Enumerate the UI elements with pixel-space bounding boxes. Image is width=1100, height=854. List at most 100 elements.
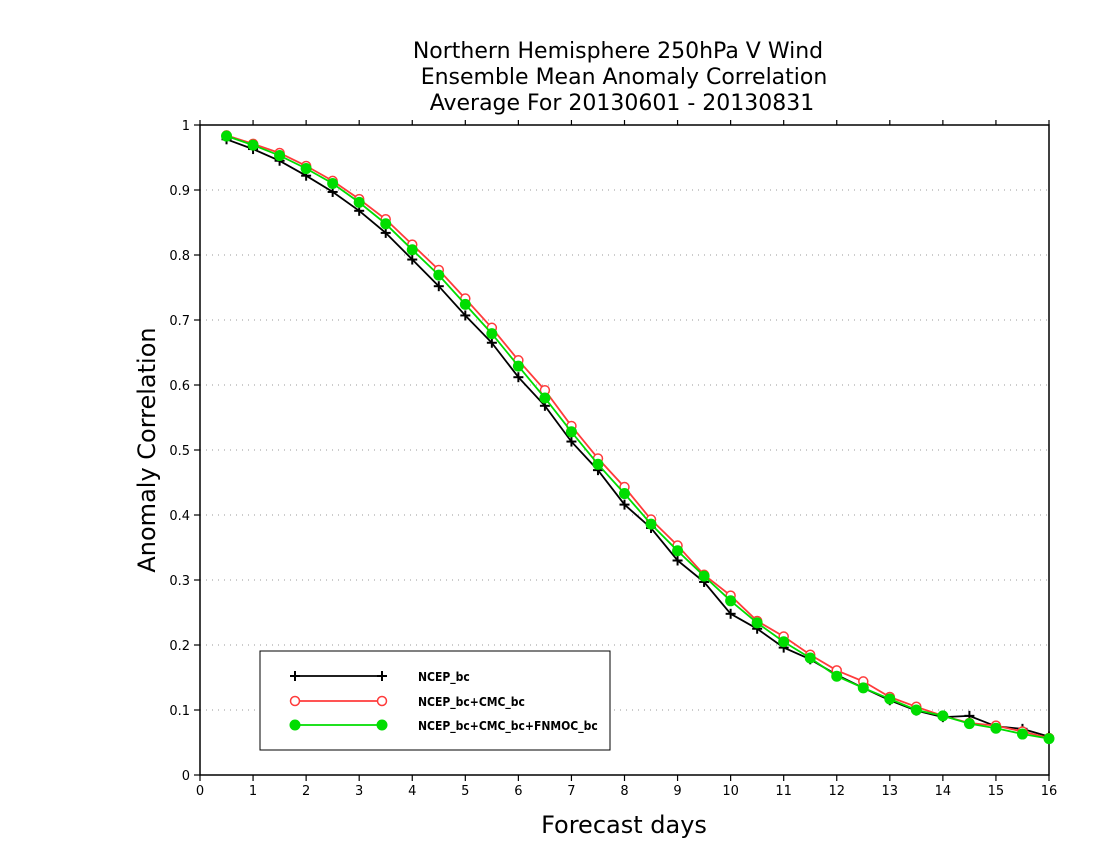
y-tick-label: 1 [182,119,190,134]
x-tick-label: 5 [461,784,469,799]
x-tick-label: 10 [722,784,739,799]
y-tick-label: 0.6 [169,379,190,394]
legend-label: NCEP_bc [418,670,470,685]
data-point [407,254,418,265]
y-tick-label: 0.1 [169,704,190,719]
x-axis: 0 1 2 3 4 5 6 7 8 9 10 11 12 13 14 15 16 [196,120,1057,799]
legend-item: NCEP_bc+CMC_bc [289,695,525,710]
data-point [831,670,843,682]
x-tick-label: 6 [514,784,522,799]
series-layer [221,130,1055,745]
legend-label: NCEP_bc+CMC_bc [418,695,525,710]
data-point [751,617,763,629]
x-tick-label: 1 [249,784,257,799]
legend-marker [376,695,388,707]
series-line [226,134,1050,739]
data-point [566,436,577,447]
y-tick-label: 0.4 [169,509,190,524]
data-point [672,545,684,557]
x-tick-label: 12 [828,784,845,799]
data-point [539,392,551,404]
series-line [226,138,1050,738]
legend-item: NCEP_bc [290,670,470,685]
legend-marker [290,671,300,681]
x-axis-label: Forecast days [541,811,707,839]
x-tick-label: 13 [882,784,899,799]
y-axis-label: Anomaly Correlation [133,327,161,572]
title-line-3: Average For 20130601 - 20130831 [430,91,815,116]
chart-title: Northern Hemisphere 250hPa V Wind Ensemb… [413,39,827,116]
x-tick-label: 15 [988,784,1005,799]
legend-marker [377,671,387,681]
y-tick-label: 0.3 [169,574,190,589]
data-point [1043,733,1055,745]
data-point [486,328,498,340]
data-point [672,555,683,566]
data-point [327,178,339,189]
data-point [459,298,471,310]
data-point [725,608,736,619]
data-point [274,150,286,162]
data-point [1016,728,1028,740]
series-line [226,135,1050,740]
data-point [433,269,445,281]
legend-item: NCEP_bc+CMC_bc+FNMOC_bc [289,719,598,734]
x-tick-label: 16 [1041,784,1058,799]
data-point [513,372,524,383]
data-point [725,595,737,607]
data-point [380,218,392,230]
y-tick-label: 0.7 [169,314,190,329]
data-point [645,518,657,530]
x-tick-label: 14 [935,784,952,799]
x-tick-label: 11 [775,784,792,799]
data-point [460,310,471,321]
legend-label: NCEP_bc+CMC_bc+FNMOC_bc [418,719,598,734]
data-point [221,130,233,142]
data-point [406,244,418,256]
legend-marker [289,695,301,707]
data-point [857,682,869,694]
gridlines [200,189,1049,711]
y-axis: 0 0.1 0.2 0.3 0.4 0.5 0.6 0.7 0.8 0.9 1 [169,119,200,784]
data-point [380,227,391,238]
series-2 [221,130,1055,745]
y-tick-label: 0.8 [169,249,190,264]
legend-marker [376,719,388,731]
data-point [247,139,259,151]
x-tick-label: 8 [620,784,628,799]
data-point [433,281,444,292]
y-tick-label: 0.2 [169,639,190,654]
data-point [884,693,896,705]
x-tick-label: 7 [567,784,575,799]
data-point [619,499,630,510]
data-point [353,196,365,208]
title-line-2: Ensemble Mean Anomaly Correlation [421,65,828,90]
data-point [698,570,710,582]
x-tick-label: 4 [408,784,416,799]
x-tick-label: 2 [302,784,310,799]
data-point [937,710,949,722]
legend-marker [289,719,301,731]
data-point [778,636,790,648]
data-point [300,163,312,175]
data-point [486,337,497,348]
x-tick-label: 9 [673,784,681,799]
title-line-1: Northern Hemisphere 250hPa V Wind [413,39,823,64]
data-point [990,722,1002,734]
data-point [619,488,630,500]
data-point [963,718,975,730]
data-point [512,360,524,372]
data-point [910,704,922,716]
data-point [804,652,816,664]
y-tick-label: 0 [182,769,190,784]
y-tick-label: 0.9 [169,184,190,199]
data-point [592,458,604,470]
x-tick-label: 3 [355,784,363,799]
legend-items: NCEP_bc NCEP_bc+CMC_bc NCEP_bc+CMC_bc+FNMO… [289,670,598,734]
y-tick-label: 0.5 [169,444,190,459]
data-point [565,426,577,438]
x-tick-label: 0 [196,784,204,799]
legend: NCEP_bc NCEP_bc+CMC_bc NCEP_bc+CMC_bc+FNMO… [259,650,611,751]
